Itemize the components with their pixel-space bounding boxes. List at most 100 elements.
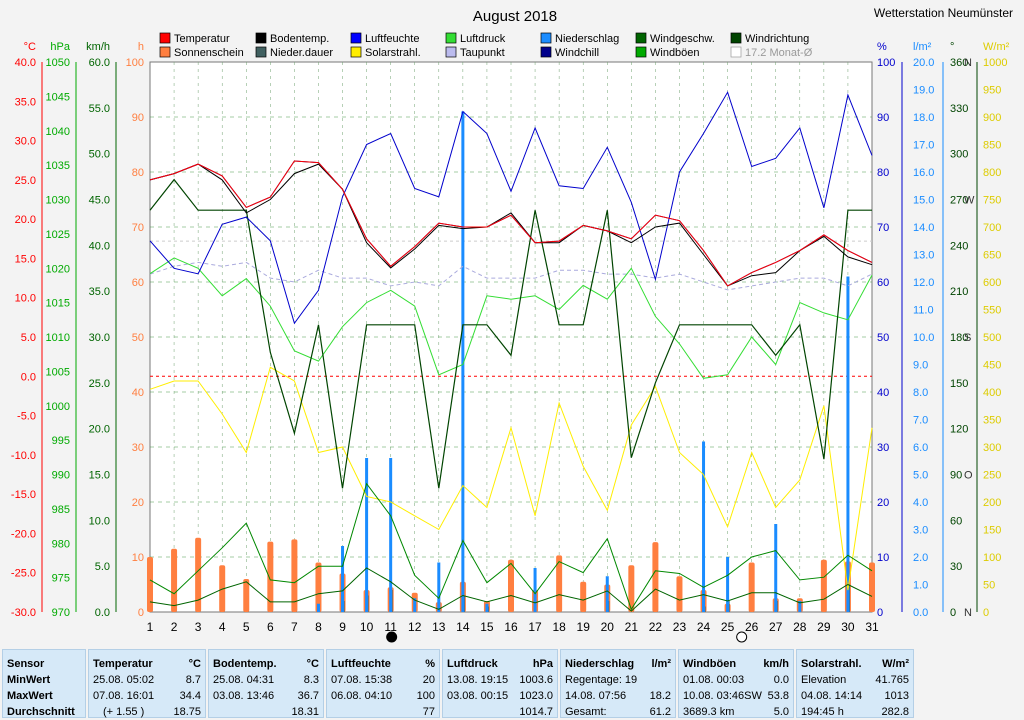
legend-label[interactable]: Windrichtung bbox=[745, 33, 809, 45]
stats-rain-total-label: Gesamt: bbox=[565, 706, 607, 718]
hpa-axis-tick: 995 bbox=[52, 435, 70, 447]
legend-label[interactable]: Temperatur bbox=[174, 33, 230, 45]
legend-swatch[interactable] bbox=[445, 46, 457, 58]
legend-label[interactable]: Windchill bbox=[555, 47, 599, 59]
legend-swatch[interactable] bbox=[540, 46, 552, 58]
wm2-axis-tick: 600 bbox=[983, 277, 1001, 289]
hours-axis-tick: 40 bbox=[132, 387, 144, 399]
stats-solar-unit: W/m² bbox=[882, 658, 909, 670]
celsius-axis-tick: 5.0 bbox=[21, 332, 36, 344]
stats-temp-avg-note: (+ 1.55 ) bbox=[103, 706, 145, 718]
wm2-axis-tick: 750 bbox=[983, 195, 1001, 207]
kmh-axis-tick: 60.0 bbox=[89, 57, 110, 69]
celsius-axis-tick: 0.0 bbox=[21, 371, 36, 383]
x-tick-label: 28 bbox=[793, 620, 807, 634]
legend-swatch[interactable] bbox=[350, 32, 362, 44]
x-tick-label: 10 bbox=[360, 620, 374, 634]
stats-solar-elev: 41.765 bbox=[875, 674, 909, 686]
degree-axis-tick: 30 bbox=[950, 561, 962, 573]
lm2-axis-tick: 10.0 bbox=[913, 332, 934, 344]
lm2-axis-tick: 8.0 bbox=[913, 387, 928, 399]
legend-swatch[interactable] bbox=[635, 32, 647, 44]
legend-label[interactable]: Windböen bbox=[650, 47, 700, 59]
precipitation-bar bbox=[605, 576, 609, 612]
x-tick-label: 23 bbox=[673, 620, 687, 634]
legend-swatch[interactable] bbox=[540, 32, 552, 44]
celsius-axis-tick: 40.0 bbox=[15, 57, 36, 69]
legend-swatch[interactable] bbox=[255, 32, 267, 44]
percent-axis-tick: 10 bbox=[877, 552, 889, 564]
stats-press-min-ts: 13.08. 19:15 bbox=[447, 674, 509, 686]
stats-press-avg: 1014.7 bbox=[519, 706, 553, 718]
hpa-axis-tick: 980 bbox=[52, 538, 70, 550]
kmh-axis-tick: 30.0 bbox=[89, 332, 110, 344]
x-tick-label: 2 bbox=[171, 620, 178, 634]
legend-label[interactable]: Solarstrahl. bbox=[365, 47, 421, 59]
precipitation-bar bbox=[485, 603, 489, 612]
lm2-axis-tick: 3.0 bbox=[913, 525, 928, 537]
lm2-axis-tick: 5.0 bbox=[913, 470, 928, 482]
wm2-axis-tick: 100 bbox=[983, 552, 1001, 564]
x-axis: 1 2 3 4 5 6 7 8 9 10 11 12 13 14 15 16 17 18 19 20 21 22 23 24 2… bbox=[147, 620, 879, 643]
sunshine-bar bbox=[195, 537, 202, 612]
degree-axis-tick: 270 bbox=[950, 195, 968, 207]
solarstrahl--series-line bbox=[149, 366, 873, 591]
degree-axis-tick: 330 bbox=[950, 103, 968, 115]
celsius-axis-tick: 30.0 bbox=[15, 136, 36, 148]
degree-axis-direction: N bbox=[964, 607, 972, 619]
x-tick-label: 1 bbox=[147, 620, 154, 634]
x-tick-label: 27 bbox=[769, 620, 783, 634]
wm2-axis-tick: 650 bbox=[983, 250, 1001, 262]
wm2-axis-tick: 850 bbox=[983, 140, 1001, 152]
legend[interactable]: Temperatur Bodentemp. Luftfeuchte Luftdruck… bbox=[159, 32, 813, 59]
legend-swatch[interactable] bbox=[730, 46, 742, 58]
legend-label[interactable]: Windgeschw. bbox=[650, 33, 715, 45]
wm2-axis-tick: 450 bbox=[983, 360, 1001, 372]
percent-axis-tick: 80 bbox=[877, 167, 889, 179]
sunshine-bar bbox=[869, 562, 875, 612]
kmh-axis-tick: 35.0 bbox=[89, 286, 110, 298]
temperatur-series-line bbox=[149, 160, 873, 287]
legend-label[interactable]: Nieder.dauer bbox=[270, 47, 333, 59]
wm2-axis-tick: 800 bbox=[983, 167, 1001, 179]
legend-label[interactable]: Luftdruck bbox=[460, 33, 506, 45]
stats-gust-avg: 5.0 bbox=[773, 706, 789, 718]
legend-swatch[interactable] bbox=[159, 46, 171, 58]
legend-swatch[interactable] bbox=[445, 32, 457, 44]
wm2-axis-tick: 150 bbox=[983, 525, 1001, 537]
degree-axis-tick: 180 bbox=[950, 332, 968, 344]
stats-gust-title: Windböen bbox=[683, 658, 737, 670]
legend-label[interactable]: Luftfeuchte bbox=[365, 33, 419, 45]
kmh-axis-tick: 25.0 bbox=[89, 378, 110, 390]
legend-label[interactable]: 17.2 Monat-Ø bbox=[745, 47, 813, 59]
stats-solar-max-ts: 04.08. 14:14 bbox=[801, 690, 863, 702]
legend-swatch[interactable] bbox=[730, 32, 742, 44]
legend-swatch[interactable] bbox=[255, 46, 267, 58]
legend-swatch[interactable] bbox=[350, 46, 362, 58]
legend-label[interactable]: Niederschlag bbox=[555, 33, 619, 45]
sunshine-bar bbox=[580, 581, 587, 612]
celsius-axis-tick: -25.0 bbox=[11, 568, 36, 580]
percent-axis-tick: 0 bbox=[877, 607, 883, 619]
stats-gust-max: 53.8 bbox=[767, 690, 789, 702]
hpa-axis-unit: hPa bbox=[50, 41, 70, 53]
kmh-axis-tick: 20.0 bbox=[89, 424, 110, 436]
precipitation-bar bbox=[413, 598, 417, 612]
lm2-axis-tick: 2.0 bbox=[913, 552, 928, 564]
legend-label[interactable]: Bodentemp. bbox=[270, 33, 329, 45]
stats-ground-max: 36.7 bbox=[297, 690, 319, 702]
hours-axis-tick: 80 bbox=[132, 167, 144, 179]
degree-axis-tick: 150 bbox=[950, 378, 968, 390]
celsius-axis-unit: °C bbox=[24, 41, 36, 53]
stats-gust-min-ts: 01.08. 00:03 bbox=[683, 674, 745, 686]
stats-press-unit: hPa bbox=[532, 658, 553, 670]
x-tick-label: 21 bbox=[625, 620, 639, 634]
degree-axis-tick: 210 bbox=[950, 286, 968, 298]
legend-label[interactable]: Taupunkt bbox=[460, 47, 505, 59]
legend-label[interactable]: Sonnenschein bbox=[174, 47, 244, 59]
precipitation-bar bbox=[726, 557, 730, 612]
stats-hum-title: Luftfeuchte bbox=[331, 658, 391, 670]
legend-swatch[interactable] bbox=[159, 32, 171, 44]
legend-swatch[interactable] bbox=[635, 46, 647, 58]
wm2-axis-tick: 900 bbox=[983, 112, 1001, 124]
